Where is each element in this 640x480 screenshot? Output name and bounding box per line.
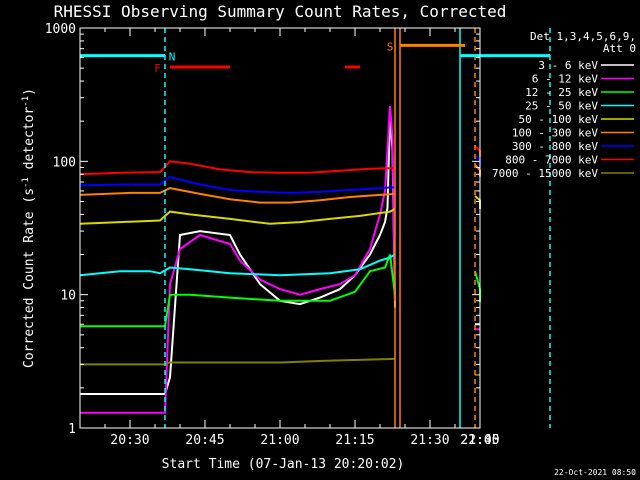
y-axis-label: Corrected Count Rate (s-1 detector-1) <box>21 88 37 368</box>
y-label-sup1: -1 <box>21 177 31 188</box>
legend-header-line-1: Det 1,3,4,5,6,9, <box>530 30 636 43</box>
plot-frame <box>79 27 481 429</box>
x-tick-label-20:30: 20:30 <box>110 433 149 448</box>
series-line-3-6-kev <box>80 113 480 395</box>
flag-marker-n: N <box>169 51 176 64</box>
x-tick-label-22:00: 22:00 <box>460 433 499 448</box>
series-line-7000-15000-kev <box>80 357 480 376</box>
overlay-layer: NF S <box>80 28 551 428</box>
y-label-mid: detector <box>22 107 37 178</box>
y-label-prefix: Corrected Count Rate (s <box>22 188 37 368</box>
x-tick-label-21:30: 21:30 <box>410 433 449 448</box>
legend-label-6-12-kev: 6 - 12 keV <box>532 73 599 86</box>
y-label-suffix: ) <box>22 88 37 96</box>
x-tick-label-21:00: 21:00 <box>260 433 299 448</box>
chart-title: RHESSI Observing Summary Count Rates, Co… <box>54 2 507 21</box>
series-layer <box>79 105 481 414</box>
legend-label-300-800-kev: 300 - 800 keV <box>512 140 598 153</box>
y-tick-label-100: 100 <box>53 155 76 170</box>
y-tick-label-1: 1 <box>68 422 76 437</box>
legend-label-7000-15000-kev: 7000 - 15000 keV <box>492 167 598 180</box>
timestamp: 22-Oct-2021 08:50 <box>554 468 636 477</box>
series-line-300-800-kev <box>79 155 481 194</box>
legend-label-3-6-kev: 3 - 6 keV <box>538 59 598 72</box>
x-axis-label: Start Time (07-Jan-13 20:20:02) <box>162 457 405 472</box>
series-line-25-50-kev <box>79 253 396 277</box>
series-line-50-100-kev <box>79 195 481 225</box>
flag-marker-f: F <box>154 62 161 75</box>
series-line-12-25-kev <box>80 254 481 328</box>
legend-label-12-25-kev: 12 - 25 keV <box>525 86 598 99</box>
legend-header-line-2: Att 0 <box>603 42 636 55</box>
legend-label-100-300-kev: 100 - 300 keV <box>512 127 598 140</box>
legend-label-800-7000-kev: 800 - 7000 keV <box>505 154 598 167</box>
flag-marker-s: S <box>387 40 394 53</box>
y-tick-label-10: 10 <box>60 289 76 304</box>
legend-label-50-100-kev: 50 - 100 keV <box>519 113 599 126</box>
x-tick-label-21:15: 21:15 <box>335 433 374 448</box>
x-tick-label-20:45: 20:45 <box>185 433 224 448</box>
x-tick-label-21:45: 21:45 <box>460 433 499 448</box>
y-label-sup2: -1 <box>21 96 31 107</box>
y-tick-label-1000: 1000 <box>45 22 76 37</box>
series-line-800-7000-kev <box>79 145 481 176</box>
series-line-6-12-kev <box>80 105 480 414</box>
legend-label-25-50-kev: 25 - 50 keV <box>525 100 598 113</box>
